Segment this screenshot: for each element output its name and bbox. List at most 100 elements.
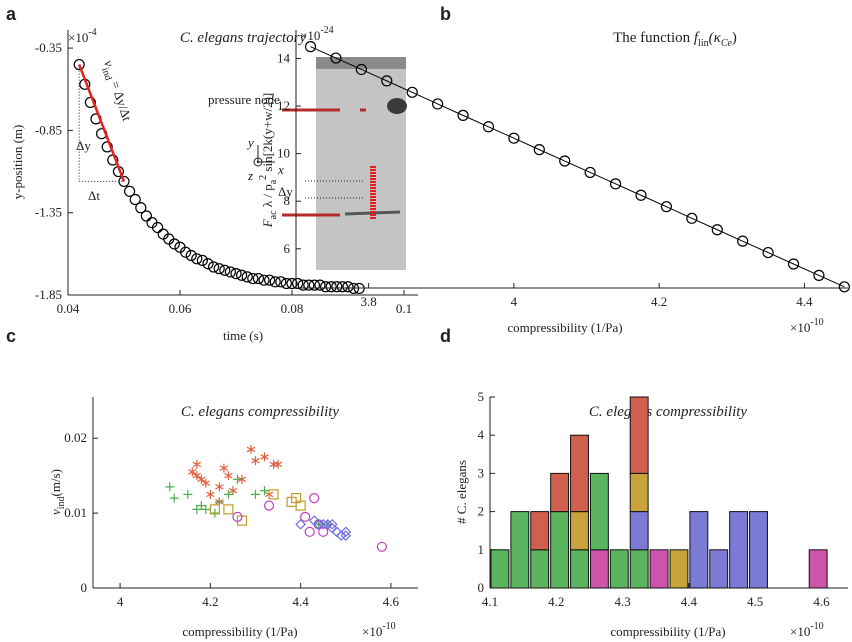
bar [550,511,570,589]
marker [192,504,202,514]
marker [330,52,342,64]
ylabel-part: (m/s) [48,469,63,496]
bar [530,549,550,589]
marker [230,268,242,280]
marker [84,96,97,109]
bar [589,472,609,551]
y-tick-label: 2 [478,504,485,519]
x-axis-label: compressibility (1/Pa) [182,624,297,639]
y-tick-label: -0.35 [35,40,62,55]
marker [206,489,215,499]
x-tick-label: 4.2 [202,594,218,609]
y-tick-label: 5 [478,389,485,404]
marker [224,266,236,278]
marker [168,238,180,250]
x-tick-label: 4 [117,594,124,609]
marker [251,489,260,499]
marker [269,459,278,469]
rate-symbol: v [101,58,117,68]
y-tick-label: 0 [478,580,485,595]
marker [787,258,800,270]
y-tick-label: 0 [81,580,88,595]
x-multiplier: ×10-10 [790,621,824,639]
marker [183,489,193,499]
y-axis-label: # C. elegans [454,460,469,524]
multiplier-exponent: -10 [810,317,823,328]
multiplier-base: ×10 [790,624,810,639]
chart-title: C. elegans compressibility [181,404,340,420]
marker [213,263,225,275]
bar [629,511,649,551]
y-tick-label: 10 [277,146,290,161]
marker [295,518,306,530]
multiplier-base: ×10 [362,624,382,639]
rate-annotation: vind = Δy/Δt [97,58,135,124]
x-tick-label: 4.3 [614,594,630,609]
marker [376,541,387,552]
marker [635,189,647,201]
y-tick-label: 12 [277,98,290,113]
node-annotation: pressure node [208,92,280,107]
marker [73,58,85,71]
marker [313,518,325,530]
y-tick-label: -0.85 [35,122,62,137]
marker [711,224,723,236]
bar [589,549,609,589]
dy-annotation: Δy [76,138,91,153]
marker [584,166,596,179]
marker [264,274,276,286]
y-tick-label: 6 [284,241,291,256]
marker [660,201,673,213]
x-tick-label: 0.08 [281,301,304,316]
marker [192,459,202,469]
marker [152,221,164,234]
marker [185,249,197,262]
marker [559,155,571,167]
title-close: ) [732,30,737,46]
multiplier-base: ×10 [790,320,810,335]
ylabel-part: λ / p [260,184,275,210]
marker [258,274,270,286]
y-tick-label: 14 [277,51,291,66]
marker [202,258,214,270]
marker [320,281,332,293]
marker [326,518,338,530]
bar [729,511,749,589]
axis-y: y [246,135,254,150]
marker [191,253,203,265]
marker [232,474,242,484]
marker [331,281,343,293]
marker [208,261,220,273]
title-sub: Ce [721,38,733,49]
ylabel-part: 2 [258,175,269,180]
marker [260,486,270,496]
x-tick-label: 4.4 [796,294,813,309]
bar [530,511,550,551]
x-tick-label: 4.6 [383,594,400,609]
bar [629,396,649,474]
marker [295,500,306,511]
x-tick-label: 4.4 [681,594,698,609]
multiplier-exponent: -24 [320,25,333,36]
x-tick-label: 0.06 [169,301,192,316]
marker [196,254,208,267]
marker [188,467,197,477]
marker [275,276,287,288]
marker [246,444,256,454]
bar [550,472,570,513]
marker [273,459,283,469]
bar [749,511,768,589]
marker [223,489,233,499]
marker [308,279,320,291]
marker [237,474,247,484]
bar [709,549,729,589]
marker [180,246,192,258]
x-tick-label: 0.1 [396,301,412,316]
x-tick-label: 3.8 [361,294,377,309]
bar [570,549,589,589]
marker [232,511,243,522]
bar [570,434,589,513]
marker [457,109,469,121]
marker [303,279,315,291]
